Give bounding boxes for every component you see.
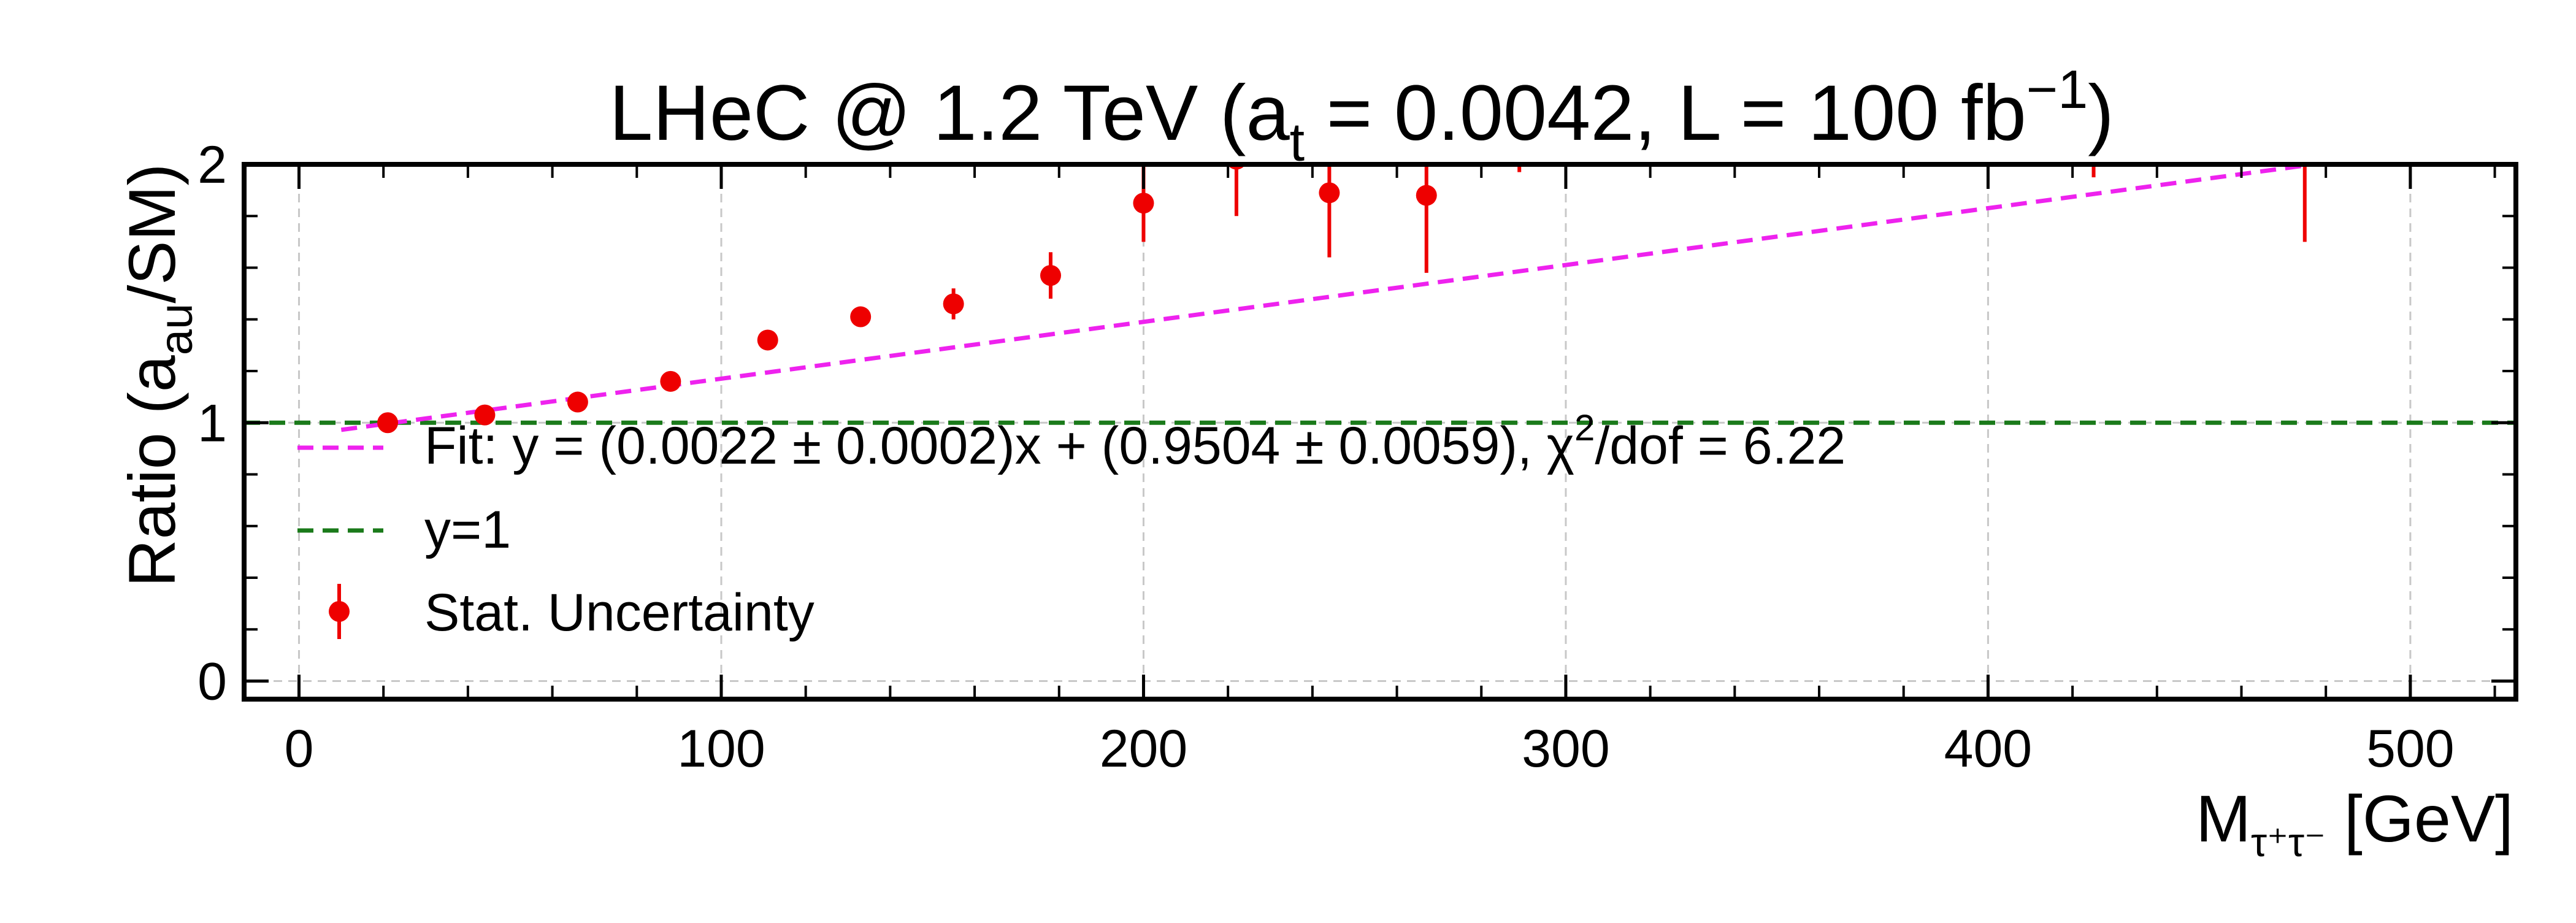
axis-ticks xyxy=(244,163,2516,699)
tick-labels: 0 100 200 300 400 500 0 1 2 xyxy=(197,136,2454,778)
x-tick-label: 100 xyxy=(677,719,765,778)
legend-points-marker xyxy=(329,601,350,622)
legend: Fit: y = (0.0022 ± 0.0002)x + (0.9504 ± … xyxy=(297,407,1846,642)
x-tick-label: 500 xyxy=(2366,719,2455,778)
chart-title: LHeC @ 1.2 TeV (at = 0.0042, L = 100 fb−… xyxy=(609,59,2114,172)
x-tick-label: 200 xyxy=(1100,719,1188,778)
x-tick-label: 300 xyxy=(1522,719,1610,778)
data-point xyxy=(2294,128,2315,149)
x-tick-label: 0 xyxy=(285,719,314,778)
data-point xyxy=(850,306,872,327)
x-tick-label: 400 xyxy=(1944,719,2033,778)
x-axis-label: Mτ⁺τ⁻ [GeV] xyxy=(2196,781,2513,865)
data-point xyxy=(1133,193,1154,214)
data-point xyxy=(567,391,588,413)
data-point xyxy=(377,412,399,434)
y-axis-label: Ratio (aau/SM) xyxy=(115,164,202,588)
data-point xyxy=(1319,182,1340,204)
legend-fit-label: Fit: y = (0.0022 ± 0.0002)x + (0.9504 ± … xyxy=(424,407,1846,475)
legend-reference-label: y=1 xyxy=(424,500,511,559)
plot-frame xyxy=(242,162,2518,702)
data-point xyxy=(1416,185,1437,206)
fit-line xyxy=(340,164,2306,432)
data-point xyxy=(757,329,778,351)
y-tick-label: 2 xyxy=(197,136,227,194)
fit-line-group xyxy=(340,164,2306,432)
y-tick-label: 1 xyxy=(197,394,227,453)
data-point xyxy=(660,370,681,392)
legend-points-label: Stat. Uncertainty xyxy=(424,583,815,642)
data-point xyxy=(1040,265,1061,286)
data-point xyxy=(474,404,496,426)
y-tick-label: 0 xyxy=(197,653,227,711)
data-point xyxy=(943,293,964,315)
